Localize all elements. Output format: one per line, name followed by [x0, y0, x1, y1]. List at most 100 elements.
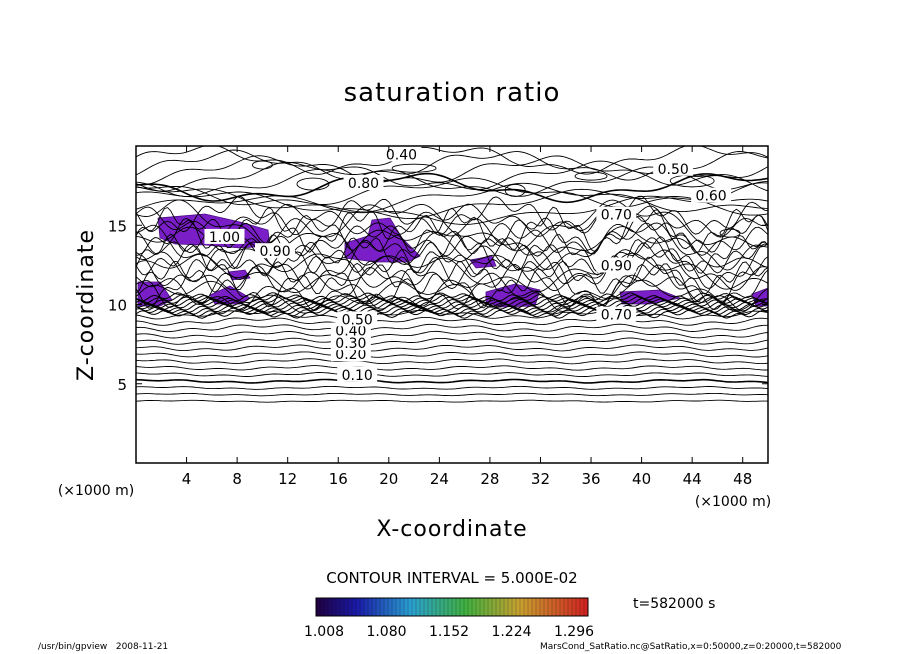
contour-label-bg	[596, 306, 637, 322]
contour-labels: 0.100.200.300.400.50 0.700.400.500.600.70…	[204, 146, 732, 384]
x-tick-label: 48	[733, 470, 752, 488]
contour-loop	[296, 177, 330, 191]
y-tick-label: 5	[117, 376, 127, 394]
contour-line	[136, 372, 768, 378]
contour-line	[136, 378, 768, 384]
contour-line	[136, 316, 768, 326]
chart-title: saturation ratio	[344, 78, 561, 108]
contour-label: 0.20	[335, 347, 366, 363]
contour-line	[136, 146, 768, 175]
contour-line	[136, 303, 768, 314]
contour-line	[136, 279, 768, 314]
x-tick-label: 28	[480, 470, 499, 488]
contour-line	[136, 351, 768, 358]
contour-line	[136, 399, 768, 403]
contour-line	[136, 337, 768, 346]
y-axis-unit: (×1000 m)	[58, 483, 134, 499]
contour-line	[136, 292, 768, 302]
x-tick-label: 16	[329, 470, 348, 488]
contour-label-bg	[337, 366, 378, 382]
contour-line	[136, 301, 768, 312]
contour-line	[136, 241, 768, 276]
x-tick-label: 20	[379, 470, 398, 488]
contour-interval: CONTOUR INTERVAL = 5.000E-02	[326, 569, 577, 587]
contour-label: 0.80	[348, 176, 379, 192]
contour-label-bg	[330, 335, 371, 351]
contour-loop	[574, 171, 608, 181]
x-tick-label: 12	[278, 470, 297, 488]
contour-label-bg	[381, 146, 422, 162]
contour-label: 0.70	[601, 308, 632, 324]
colorbar-tick-label: 1.224	[491, 624, 531, 640]
contour-label-bg	[653, 160, 694, 176]
colorbar	[315, 597, 589, 617]
x-tick-label: 8	[232, 470, 242, 488]
contour-line	[136, 237, 768, 290]
contour-label: 0.50	[658, 162, 689, 178]
contour-line	[136, 263, 768, 311]
contour-line	[136, 323, 768, 333]
contour-label: 0.10	[342, 368, 373, 384]
y-axis-ticks: 5 10 15	[108, 217, 768, 394]
contour-line	[136, 365, 768, 371]
contour-label: 1.00	[209, 230, 240, 246]
contour-line	[136, 309, 768, 320]
x-axis-label: X-coordinate	[376, 517, 527, 542]
contour-line	[136, 182, 768, 213]
colorbar-ticks: 1.008 1.080 1.152 1.224 1.296	[304, 624, 594, 640]
contour-line	[136, 199, 768, 252]
y-tick-label: 15	[108, 217, 127, 235]
colorbar-tick-label: 1.152	[429, 624, 469, 640]
x-tick-label: 36	[581, 470, 600, 488]
contour-loop	[391, 163, 437, 173]
contour-label: 0.50	[342, 312, 373, 328]
x-tick-label: 4	[182, 470, 192, 488]
contour-label-bg	[596, 257, 637, 273]
contour-label-bg	[337, 311, 378, 327]
contour-line	[136, 155, 768, 186]
colorbar-tick-label: 1.296	[554, 624, 594, 640]
colorbar-tick-label: 1.008	[304, 624, 344, 640]
contour-loop	[251, 160, 273, 170]
contour-loop	[504, 183, 526, 197]
contour-label-bg	[255, 243, 296, 259]
supersaturated-region	[485, 283, 541, 308]
contour-line	[136, 226, 768, 273]
contour-line	[136, 260, 768, 295]
contour-line	[136, 233, 768, 274]
footer-left: /usr/bin/gpview 2008-11-21	[38, 642, 169, 652]
contour-label: 0.40	[386, 148, 417, 164]
contour-label: 0.70	[601, 208, 632, 224]
contour-label-bg	[596, 206, 637, 222]
footer-right: MarsCond_SatRatio.nc@SatRatio,x=0:50000,…	[540, 642, 842, 652]
contour-line	[136, 177, 768, 208]
contour-lines	[136, 146, 768, 403]
contour-line	[136, 188, 768, 220]
contour-line	[136, 358, 768, 365]
x-axis-unit: (×1000 m)	[695, 494, 771, 510]
contour-line	[136, 218, 768, 271]
contour-label-bg	[691, 187, 732, 203]
supersaturation-regions	[137, 213, 768, 308]
contour-label-bg	[204, 228, 245, 244]
contour-label: 0.90	[601, 258, 632, 274]
x-tick-label: 24	[430, 470, 449, 488]
contour-line	[136, 294, 768, 304]
colorbar-segments	[319, 598, 585, 616]
x-tick-label: 32	[531, 470, 550, 488]
contour-line	[136, 271, 768, 312]
contour-line	[136, 255, 768, 309]
contour-line	[136, 344, 768, 352]
x-tick-label: 40	[632, 470, 651, 488]
contour-label: 0.40	[335, 323, 366, 339]
x-axis-ticks: 4 8 12 16 20 24 28 32 36 40 44 48	[182, 146, 752, 488]
contour-label: 0.60	[696, 189, 727, 205]
contour-line	[136, 385, 768, 390]
supersaturated-region	[344, 217, 421, 263]
contour-label-bg	[343, 175, 384, 191]
contour-label: 0.30	[335, 336, 366, 352]
contour-line	[136, 195, 768, 236]
x-tick-label: 44	[683, 470, 702, 488]
y-axis-label: Z-coordinate	[74, 229, 99, 381]
